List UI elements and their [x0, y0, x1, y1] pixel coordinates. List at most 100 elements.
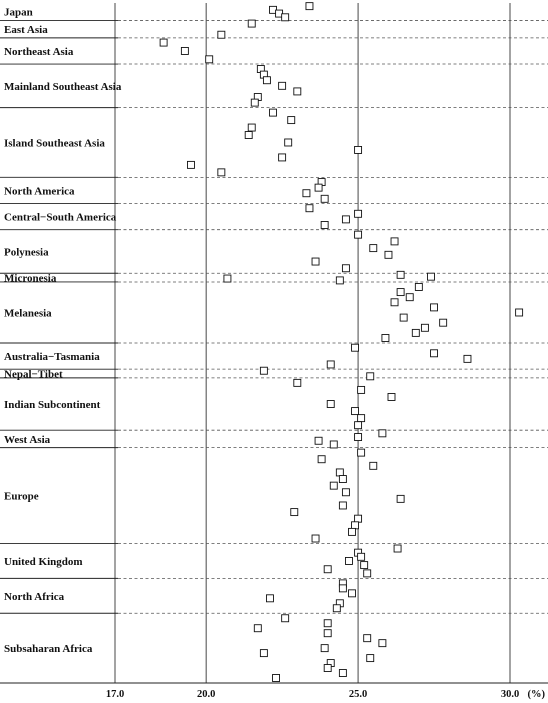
data-point: [396, 270, 405, 279]
data-point: [187, 160, 195, 169]
data-point: [430, 303, 438, 312]
region-label: Japan: [4, 7, 33, 19]
data-point: [253, 624, 262, 633]
data-point: [348, 527, 356, 536]
data-point: [180, 46, 189, 55]
x-tick-label: 25.0: [349, 689, 367, 700]
data-point: [439, 318, 448, 327]
data-point: [259, 649, 268, 658]
data-point: [305, 2, 314, 11]
data-point: [326, 360, 335, 369]
data-point: [269, 108, 277, 117]
data-point: [341, 215, 350, 224]
region-label: Polynesia: [4, 246, 49, 258]
data-point: [396, 494, 405, 503]
data-point: [329, 440, 338, 449]
data-point: [341, 264, 350, 273]
data-point: [290, 508, 299, 517]
data-points: [159, 2, 524, 682]
data-point: [338, 584, 347, 593]
data-point: [515, 308, 524, 317]
data-point: [329, 481, 338, 490]
data-point: [354, 230, 363, 239]
data-point: [369, 244, 378, 253]
region-label: Indian Subcontinent: [4, 399, 101, 411]
data-point: [378, 429, 387, 438]
data-point: [366, 372, 375, 381]
data-point: [335, 468, 344, 477]
data-point: [293, 87, 302, 96]
data-point: [323, 565, 332, 574]
data-point: [354, 421, 363, 430]
data-point: [393, 544, 402, 553]
data-point: [351, 521, 359, 530]
region-separators: [0, 19, 548, 614]
data-point: [287, 116, 296, 125]
x-tick-label: 20.0: [197, 689, 215, 700]
region-label: East Asia: [4, 24, 48, 36]
region-label: Mainland Southeast Asia: [4, 81, 122, 93]
data-point: [314, 183, 323, 192]
data-point: [414, 283, 423, 291]
x-tick-label: 30.0: [501, 689, 519, 700]
data-point: [293, 378, 302, 387]
data-point: [281, 13, 290, 22]
data-point: [348, 589, 356, 598]
region-label: Europe: [4, 491, 39, 503]
data-point: [217, 30, 226, 39]
data-point: [390, 298, 399, 307]
data-point: [323, 619, 332, 628]
data-point: [338, 501, 347, 510]
data-point: [250, 98, 259, 107]
data-point: [259, 366, 268, 375]
region-label: Island Southeast Asia: [4, 137, 105, 149]
data-point: [360, 561, 369, 570]
data-point: [381, 334, 390, 342]
data-point: [366, 654, 375, 663]
x-axis-unit: (%): [528, 689, 546, 700]
region-label: Northeast Asia: [4, 46, 74, 58]
data-point: [411, 328, 420, 337]
data-point: [357, 414, 366, 423]
region-label: Australia−Tasmania: [4, 351, 100, 363]
data-point: [302, 189, 311, 198]
data-point: [357, 448, 366, 457]
data-point: [354, 209, 363, 218]
data-point: [159, 38, 168, 47]
data-point: [354, 514, 363, 523]
region-label: Melanesia: [4, 307, 52, 319]
data-point: [317, 455, 326, 464]
data-point: [427, 272, 435, 281]
data-point: [335, 276, 344, 285]
data-point: [345, 556, 353, 565]
data-point: [311, 534, 320, 543]
region-label: Central−South America: [4, 212, 117, 224]
data-point: [363, 569, 372, 578]
data-point: [205, 55, 214, 64]
data-point: [278, 153, 287, 162]
data-point: [420, 323, 429, 332]
data-point: [351, 407, 359, 416]
data-point: [354, 433, 363, 441]
data-point: [305, 204, 314, 213]
data-point: [405, 293, 414, 302]
data-point: [217, 168, 226, 177]
data-point: [247, 19, 256, 28]
data-point: [320, 221, 329, 229]
data-point: [278, 81, 287, 90]
data-point: [396, 288, 405, 297]
data-point: [281, 614, 290, 623]
region-label: Micronesia: [4, 273, 57, 285]
data-point: [387, 393, 396, 401]
data-point: [320, 644, 329, 653]
region-label: Nepal−Tibet: [4, 369, 63, 381]
data-point: [323, 629, 332, 638]
data-point: [284, 138, 293, 147]
data-point: [323, 664, 332, 672]
data-point: [354, 146, 363, 154]
region-label: United Kingdom: [4, 556, 83, 568]
data-point: [399, 313, 408, 322]
data-point: [314, 436, 323, 445]
data-point: [363, 634, 372, 643]
